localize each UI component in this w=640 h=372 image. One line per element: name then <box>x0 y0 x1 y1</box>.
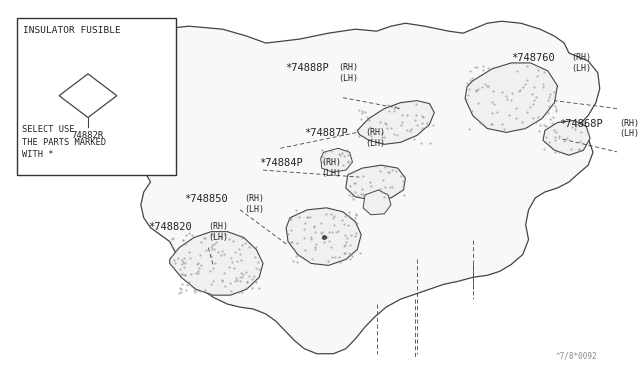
Text: (LH): (LH) <box>338 74 358 83</box>
Text: *74888P: *74888P <box>285 63 329 73</box>
Text: (LH): (LH) <box>244 205 264 214</box>
Text: *748850: *748850 <box>184 194 228 204</box>
Text: 74882R: 74882R <box>72 131 104 140</box>
Text: SELECT USE
THE PARTS MARKED
WITH *: SELECT USE THE PARTS MARKED WITH * <box>22 125 106 160</box>
Text: (RH): (RH) <box>321 158 340 167</box>
Polygon shape <box>321 148 353 172</box>
Text: *748760: *748760 <box>511 53 555 63</box>
Polygon shape <box>170 232 263 295</box>
Text: (LH): (LH) <box>571 64 591 73</box>
Text: (RH): (RH) <box>571 53 591 62</box>
Text: (LH): (LH) <box>365 140 385 148</box>
Polygon shape <box>346 165 405 200</box>
Text: ^7/8*0092: ^7/8*0092 <box>556 352 598 361</box>
Text: (LH): (LH) <box>208 232 228 242</box>
Text: (LH): (LH) <box>321 169 340 178</box>
Text: (LH): (LH) <box>619 129 639 138</box>
Text: (RH): (RH) <box>619 119 639 128</box>
Text: INSULATOR FUSIBLE: INSULATOR FUSIBLE <box>22 26 120 35</box>
Text: *74884P: *74884P <box>259 158 303 168</box>
Text: *74868P: *74868P <box>559 119 603 128</box>
Text: *74887P: *74887P <box>305 128 348 138</box>
Polygon shape <box>465 63 557 132</box>
Polygon shape <box>117 21 600 354</box>
Text: (RH): (RH) <box>244 194 264 203</box>
Text: (RH): (RH) <box>208 222 228 231</box>
Polygon shape <box>363 190 391 215</box>
Text: *748820: *748820 <box>148 222 191 232</box>
Text: (RH): (RH) <box>365 128 385 137</box>
Text: (RH): (RH) <box>338 63 358 72</box>
Polygon shape <box>357 101 435 144</box>
Polygon shape <box>286 208 361 265</box>
Polygon shape <box>543 121 590 155</box>
Bar <box>17 18 177 175</box>
